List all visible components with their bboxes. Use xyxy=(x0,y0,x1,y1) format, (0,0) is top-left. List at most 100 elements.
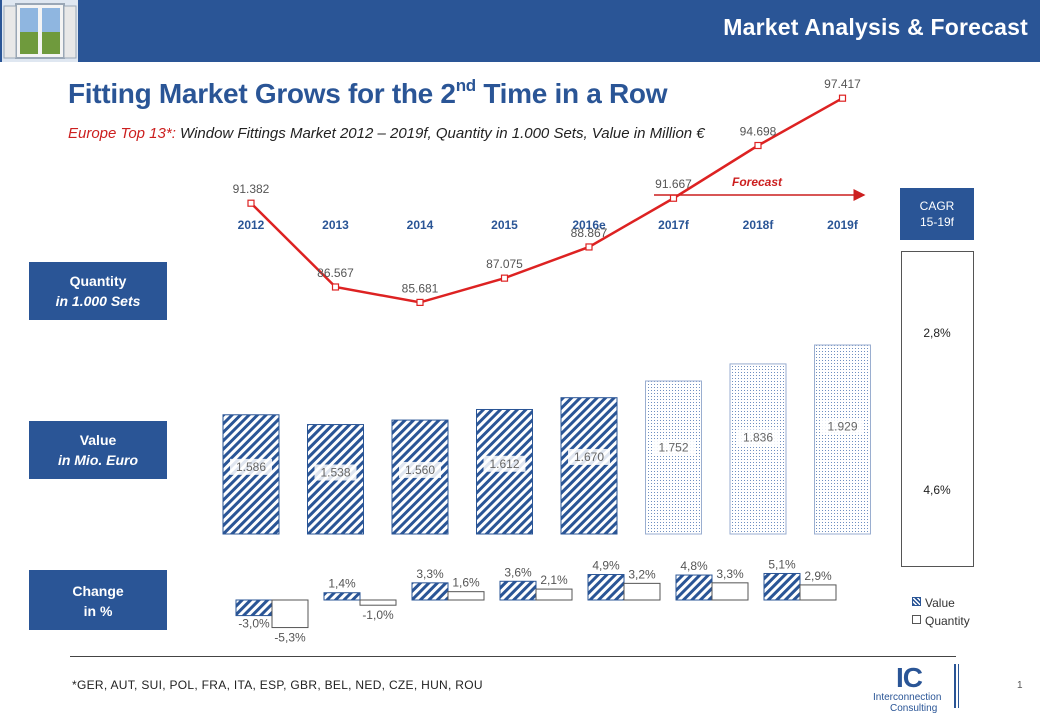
value-label: 1.670 xyxy=(574,450,604,464)
year-label: 2014 xyxy=(407,218,434,232)
year-label: 2019f xyxy=(827,218,859,232)
change-quantity-bar xyxy=(623,582,661,601)
quantity-label: 91.382 xyxy=(233,182,270,196)
footer-divider xyxy=(70,656,956,657)
value-label-bg xyxy=(652,439,695,456)
legend-item-quantity: Quantity xyxy=(912,612,970,630)
value-label-bg xyxy=(821,418,864,435)
quantity-point xyxy=(585,243,593,251)
change-value-bar xyxy=(763,572,801,601)
change-value-label: -3,0% xyxy=(238,617,270,631)
legend-swatch-value xyxy=(912,597,921,606)
ic-logo-bar-thin xyxy=(958,664,959,708)
title-sup: nd xyxy=(455,76,476,95)
year-label: 2017f xyxy=(658,218,690,232)
ic-logo-line1: Interconnection xyxy=(873,692,942,703)
year-label: 2012 xyxy=(238,218,265,232)
change-quantity-label: 1,6% xyxy=(452,576,480,590)
value-side-label: Value in Mio. Euro xyxy=(29,421,167,479)
quantity-point xyxy=(331,283,340,291)
change-value-bar xyxy=(235,599,273,617)
quantity-point xyxy=(754,141,762,150)
value-label: 1.538 xyxy=(320,466,350,480)
value-label-bg xyxy=(230,458,272,475)
value-label: 1.560 xyxy=(405,463,435,477)
value-label-bg xyxy=(399,461,441,478)
change-quantity-bar xyxy=(799,584,837,601)
value-bar xyxy=(814,344,871,535)
cagr-box xyxy=(901,251,974,567)
quantity-side-label-l2: in 1.000 Sets xyxy=(55,293,141,309)
change-value-label: 3,6% xyxy=(504,565,532,579)
cagr-header-l1: CAGR xyxy=(919,199,955,213)
change-value-bar xyxy=(411,582,449,601)
quantity-point xyxy=(247,199,255,207)
year-label: 2016e xyxy=(572,218,606,232)
change-quantity-label: 2,9% xyxy=(804,569,832,583)
page-title: Fitting Market Grows for the 2nd Time in… xyxy=(68,76,668,110)
footnote: *GER, AUT, SUI, POL, FRA, ITA, ESP, GBR,… xyxy=(72,678,483,692)
quantity-label: 87.075 xyxy=(486,257,523,271)
value-label-bg xyxy=(737,429,779,446)
quantity-point xyxy=(416,298,424,306)
change-value-label: 5,1% xyxy=(768,557,796,571)
quantity-point xyxy=(838,94,847,102)
year-label: 2015 xyxy=(491,218,518,232)
quantity-side-label-l1: Quantity xyxy=(69,273,127,289)
header-bar: Market Analysis & Forecast xyxy=(0,0,1040,62)
value-label-bg xyxy=(314,464,357,481)
quantity-label: 97.417 xyxy=(824,77,861,91)
subtitle-rest: Window Fittings Market 2012 – 2019f, Qua… xyxy=(175,125,705,142)
value-label: 1.752 xyxy=(658,440,688,454)
value-side-label-l1: Value xyxy=(79,432,117,448)
change-quantity-label: -1,0% xyxy=(362,608,394,622)
change-value-bar xyxy=(587,574,625,601)
value-label: 1.586 xyxy=(236,460,266,474)
change-value-label: 1,4% xyxy=(328,577,356,591)
ic-logo-line2: Consulting xyxy=(890,703,938,714)
value-bar xyxy=(729,363,787,535)
legend-swatch-quantity xyxy=(912,615,921,624)
cagr-header: CAGR 15-19f xyxy=(900,188,974,240)
value-bar xyxy=(560,397,618,535)
ic-logo: IC Interconnection Consulting xyxy=(870,662,962,714)
chart-legend: Value Quantity xyxy=(912,594,970,630)
value-side-label-l2: in Mio. Euro xyxy=(57,452,139,468)
change-quantity-bar xyxy=(271,599,309,629)
quantity-label: 91.667 xyxy=(655,177,692,191)
change-quantity-label: 2,1% xyxy=(540,573,568,587)
change-side-label-l1: Change xyxy=(72,583,124,599)
change-quantity-bar xyxy=(711,582,749,601)
quantity-label: 86.567 xyxy=(317,266,354,280)
quantity-line xyxy=(250,97,844,304)
year-label: 2018f xyxy=(743,218,775,232)
quantity-label: 85.681 xyxy=(402,281,439,295)
change-value-label: 3,3% xyxy=(416,567,444,581)
change-quantity-bar xyxy=(359,599,397,606)
ic-logo-bar xyxy=(954,664,956,708)
cagr-value-value: 4,6% xyxy=(923,483,951,497)
change-quantity-bar xyxy=(447,591,485,601)
legend-item-value: Value xyxy=(912,594,970,612)
change-value-bar xyxy=(675,574,713,601)
value-label-bg xyxy=(568,448,610,465)
change-value-label: 4,9% xyxy=(592,559,620,573)
cagr-header-l2: 15-19f xyxy=(919,215,955,229)
value-label: 1.929 xyxy=(827,419,857,433)
change-quantity-bar xyxy=(535,588,573,601)
window-image xyxy=(2,0,78,62)
quantity-side-label: Quantity in 1.000 Sets xyxy=(29,262,167,320)
value-bar xyxy=(645,380,702,535)
value-label: 1.612 xyxy=(489,457,519,471)
title-main: Fitting Market Grows for the 2 xyxy=(68,78,456,109)
change-value-bar xyxy=(323,592,361,601)
change-quantity-label: -5,3% xyxy=(274,631,306,645)
quantity-point xyxy=(500,274,509,282)
ic-logo-mark: IC xyxy=(896,662,923,693)
header-title: Market Analysis & Forecast xyxy=(723,14,1028,40)
value-label: 1.836 xyxy=(743,430,773,444)
page-number: 1 xyxy=(1017,680,1023,691)
title-rest: Time in a Row xyxy=(475,78,668,109)
change-quantity-label: 3,2% xyxy=(628,567,656,581)
